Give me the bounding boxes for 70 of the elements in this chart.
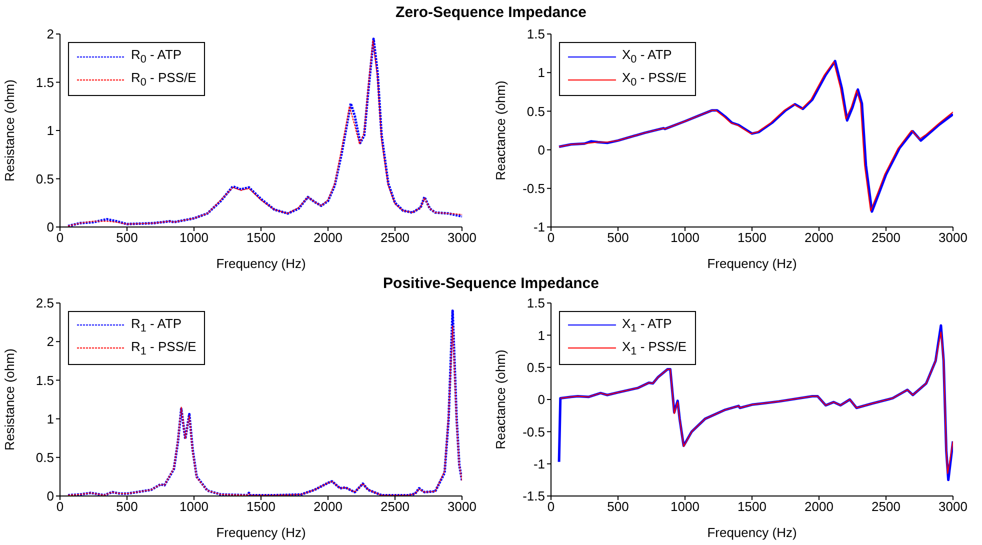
y-tick-label: 0	[46, 220, 54, 235]
x-tick-label: 0	[56, 230, 64, 246]
x-tick-label: 3000	[938, 230, 968, 246]
x-tick-label: 500	[116, 230, 138, 246]
legend-label: X$_{0}$ - PSS/E	[622, 70, 687, 89]
x-tick-label: 500	[116, 498, 138, 514]
y-tick-label: 2	[46, 334, 54, 349]
y-tick-label: 0.5	[526, 104, 545, 119]
y-tick-label: -0.5	[522, 181, 545, 196]
x-tick-label: 1500	[246, 498, 276, 514]
x-tick-label: 2000	[314, 498, 342, 514]
x-axis-title: Frequency (Hz)	[216, 256, 306, 271]
y-axis-title: Resistance (ohm)	[2, 348, 17, 450]
y-tick-label: 2	[46, 26, 54, 42]
x-tick-label: 2500	[380, 498, 410, 514]
y-tick-label: -1	[533, 220, 545, 235]
legend-label: R$_{0}$ - PSS/E	[131, 70, 196, 89]
y-tick-label: 1	[46, 410, 54, 426]
y-tick-label: 1.5	[36, 372, 54, 388]
y-tick-label: 0.5	[36, 171, 54, 186]
x-tick-label: 0	[547, 230, 555, 246]
x-tick-label: 1000	[180, 230, 208, 246]
y-tick-label: 1.5	[526, 26, 545, 42]
x-tick-label: 500	[607, 498, 629, 514]
chart-title: Zero-Sequence Impedance	[396, 4, 586, 21]
y-tick-label: 0.5	[36, 450, 54, 465]
x-tick-label: 3000	[448, 498, 476, 514]
y-tick-label: 1	[538, 65, 545, 80]
y-tick-label: 2.5	[36, 295, 54, 310]
x-tick-label: 0	[56, 498, 64, 514]
x-tick-label: 0	[547, 498, 555, 514]
y-tick-label: 0	[538, 392, 545, 407]
y-tick-label: -1	[533, 456, 545, 471]
x-tick-label: 2000	[804, 498, 834, 514]
y-tick-label: 1	[538, 327, 545, 342]
chart-title: Positive-Sequence Impedance	[383, 274, 599, 292]
y-tick-label: 1	[46, 123, 54, 138]
y-tick-label: 0	[46, 488, 54, 504]
x-tick-label: 1500	[738, 498, 766, 514]
x-tick-label: 1000	[670, 498, 700, 514]
x-tick-label: 1000	[180, 498, 208, 514]
x-axis-title: Frequency (Hz)	[707, 256, 797, 271]
legend-label: R$_{1}$ - ATP	[131, 316, 182, 334]
x-axis-title: Frequency (Hz)	[707, 524, 797, 540]
legend-label: X$_{0}$ - ATP	[622, 47, 672, 66]
x-tick-label: 2000	[804, 230, 834, 246]
x-tick-label: 1500	[738, 230, 766, 246]
x-tick-label: 1500	[246, 230, 276, 246]
y-tick-label: -0.5	[522, 424, 545, 439]
x-tick-label: 500	[607, 230, 629, 246]
y-tick-label: -1.5	[522, 488, 545, 504]
x-tick-label: 2500	[872, 498, 900, 514]
y-axis-title: Resistance (ohm)	[2, 80, 17, 182]
x-tick-label: 3000	[448, 230, 476, 246]
x-tick-label: 1000	[670, 230, 700, 246]
legend-label: X$_{1}$ - ATP	[622, 316, 672, 334]
legend-label: R$_{0}$ - ATP	[131, 47, 182, 66]
x-tick-label: 2500	[380, 230, 410, 246]
y-tick-label: 1.5	[526, 295, 545, 310]
y-tick-label: 0.5	[526, 359, 545, 374]
x-tick-label: 3000	[938, 498, 968, 514]
x-tick-label: 2000	[314, 230, 342, 246]
legend-label: R$_{1}$ - PSS/E	[131, 338, 196, 358]
y-axis-title: Reactance (ohm)	[493, 80, 508, 180]
y-tick-label: 1.5	[36, 74, 54, 90]
y-axis-title: Reactance (ohm)	[493, 349, 508, 449]
x-axis-title: Frequency (Hz)	[216, 524, 306, 540]
y-tick-label: 0	[538, 142, 545, 158]
legend-label: X$_{1}$ - PSS/E	[622, 338, 687, 358]
x-tick-label: 2500	[872, 230, 900, 246]
